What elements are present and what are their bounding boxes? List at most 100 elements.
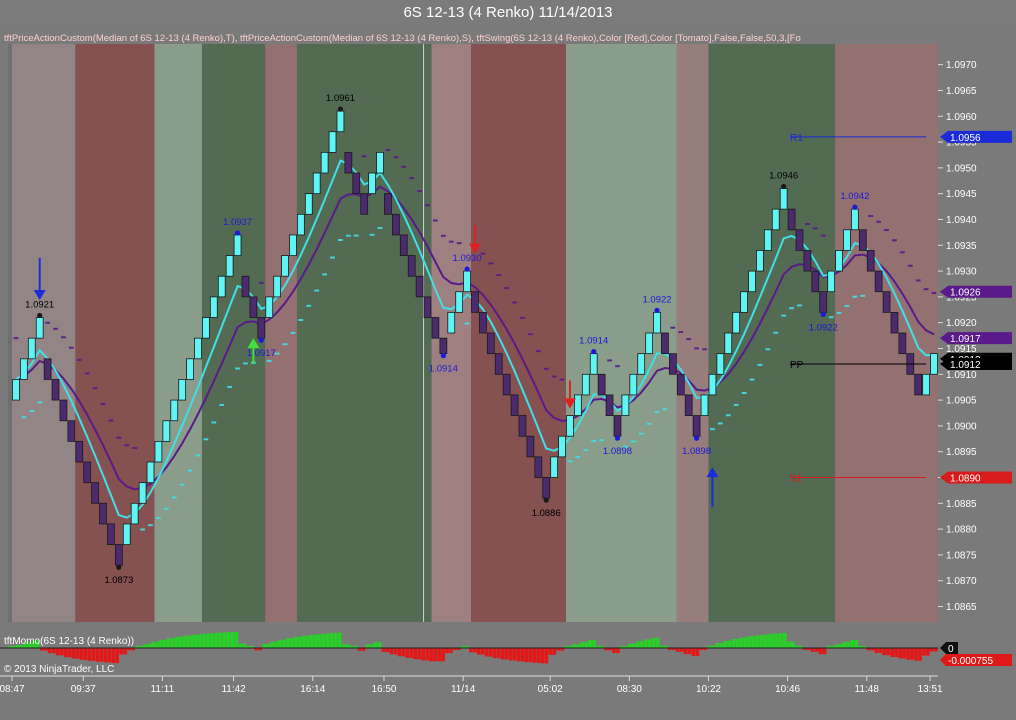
- renko-brick-down: [526, 435, 535, 458]
- momo-bar-negative: [103, 648, 108, 663]
- momo-bar-positive: [830, 646, 835, 648]
- renko-brick-up: [581, 373, 590, 396]
- swing-dot: [543, 497, 549, 503]
- renko-brick-down: [534, 456, 543, 478]
- momo-bar-positive: [620, 646, 624, 648]
- momo-bar-positive: [639, 641, 644, 648]
- renko-brick-up: [194, 337, 202, 360]
- trailing-stop-dash: [456, 242, 462, 245]
- momo-bar-negative: [671, 648, 676, 650]
- tick-label: 1.0925: [946, 292, 977, 303]
- momo-bar-negative: [47, 648, 52, 654]
- renko-brick-down: [692, 415, 701, 437]
- time-tick-label: 11:42: [221, 684, 246, 695]
- trailing-stop-dash: [393, 156, 399, 159]
- renko-brick-up: [27, 337, 36, 360]
- trend-zones: [8, 44, 938, 622]
- trailing-stop-dash: [868, 215, 874, 218]
- renko-brick-up: [281, 255, 289, 277]
- momo-bar-positive: [635, 641, 640, 648]
- renko-brick-up: [843, 229, 851, 251]
- renko-brick-down: [882, 291, 891, 313]
- renko-brick-down: [99, 502, 107, 525]
- trailing-stop-dash: [512, 301, 517, 304]
- momo-zero-label: 0: [948, 644, 954, 655]
- momo-bar-negative: [71, 648, 76, 659]
- renko-brick-up: [708, 373, 717, 396]
- momo-bar-positive: [218, 632, 223, 648]
- trailing-stop-dash: [108, 419, 114, 422]
- tick-label: 1.0875: [946, 550, 977, 561]
- momo-bar-positive: [242, 643, 247, 648]
- momo-bar-negative: [886, 648, 891, 656]
- momo-bar-positive: [663, 645, 668, 648]
- momo-bar-positive: [321, 633, 326, 648]
- renko-brick-down: [914, 373, 923, 396]
- swing-label: 1.0937: [223, 217, 252, 228]
- trailing-stop-dash: [385, 148, 391, 151]
- swing-dot: [820, 311, 826, 317]
- momo-bar-positive: [345, 644, 350, 648]
- momo-bar-positive: [846, 641, 851, 648]
- down-arrow-icon: [563, 398, 576, 409]
- swing-dot: [654, 307, 660, 313]
- momo-bar-negative: [906, 648, 910, 660]
- trailing-stop-dash: [559, 378, 565, 381]
- renko-brick-down: [431, 317, 440, 339]
- momo-bar-positive: [790, 641, 795, 648]
- trailing-stop-dash: [876, 220, 882, 223]
- momo-bar-positive: [786, 641, 791, 648]
- momo-bar-negative: [429, 648, 433, 662]
- trailing-stop-dash: [670, 326, 676, 329]
- momo-bar-negative: [870, 648, 875, 651]
- renko-brick-up: [779, 188, 788, 210]
- tick-label: 1.0900: [946, 421, 977, 432]
- pivot-tag-pp: [940, 357, 1012, 370]
- renko-brick-up: [930, 353, 938, 375]
- momo-bar-negative: [43, 648, 48, 651]
- momo-bar-negative: [504, 648, 509, 660]
- renko-brick-up: [368, 172, 376, 195]
- swing-label: 1.0922: [809, 322, 838, 333]
- momo-label: tftMomo(6S 12-13 (4 Renko)): [4, 636, 134, 647]
- momo-bar-positive: [274, 641, 278, 648]
- renko-brick-down: [486, 332, 495, 355]
- trailing-stop-dash: [353, 234, 359, 237]
- momo-bar-positive: [341, 644, 346, 648]
- momo-bar-positive: [711, 645, 716, 648]
- renko-brick-up: [225, 255, 234, 277]
- swing-label: 1.0917: [247, 348, 276, 359]
- renko-brick-up: [35, 317, 44, 339]
- momo-bar-positive: [318, 633, 322, 648]
- momo-bar-positive: [628, 643, 632, 648]
- renko-chart[interactable]: 1.0921 1.0873 1.0937 1.0917 1.0961 1.0914 1.09…: [0, 26, 1016, 720]
- momo-bar-positive: [226, 632, 231, 648]
- trailing-stop-dash: [92, 387, 98, 390]
- momo-bar-negative: [393, 648, 398, 655]
- trailing-stop-dash: [583, 449, 589, 452]
- momo-bar-positive: [838, 644, 843, 648]
- momo-bar-positive: [349, 646, 354, 648]
- momo-bar-negative: [675, 648, 680, 652]
- momo-bar-positive: [850, 639, 855, 648]
- trailing-stop-dash: [725, 414, 731, 417]
- trailing-stop-dash: [543, 367, 549, 370]
- momo-bar-positive: [461, 646, 465, 648]
- momo-bar-negative: [445, 648, 449, 654]
- trailing-stop-dash: [860, 294, 866, 297]
- momo-bar-positive: [564, 646, 569, 648]
- momo-bar-positive: [139, 646, 143, 648]
- trailing-stop-dash: [789, 307, 794, 310]
- swing-dot: [591, 349, 597, 355]
- momo-bar-positive: [568, 646, 573, 648]
- renko-brick-up: [186, 358, 194, 380]
- trailing-stop-dash: [195, 454, 201, 457]
- trailing-stop-dash: [781, 314, 787, 317]
- trailing-stop-dash: [567, 460, 573, 463]
- trailing-stop-dash: [298, 318, 304, 321]
- renko-brick-down: [811, 270, 820, 293]
- tick-label: 1.0950: [946, 163, 977, 174]
- trailing-stop-dash: [76, 358, 82, 361]
- momo-bar-negative: [131, 648, 135, 651]
- swing-dot: [694, 435, 700, 441]
